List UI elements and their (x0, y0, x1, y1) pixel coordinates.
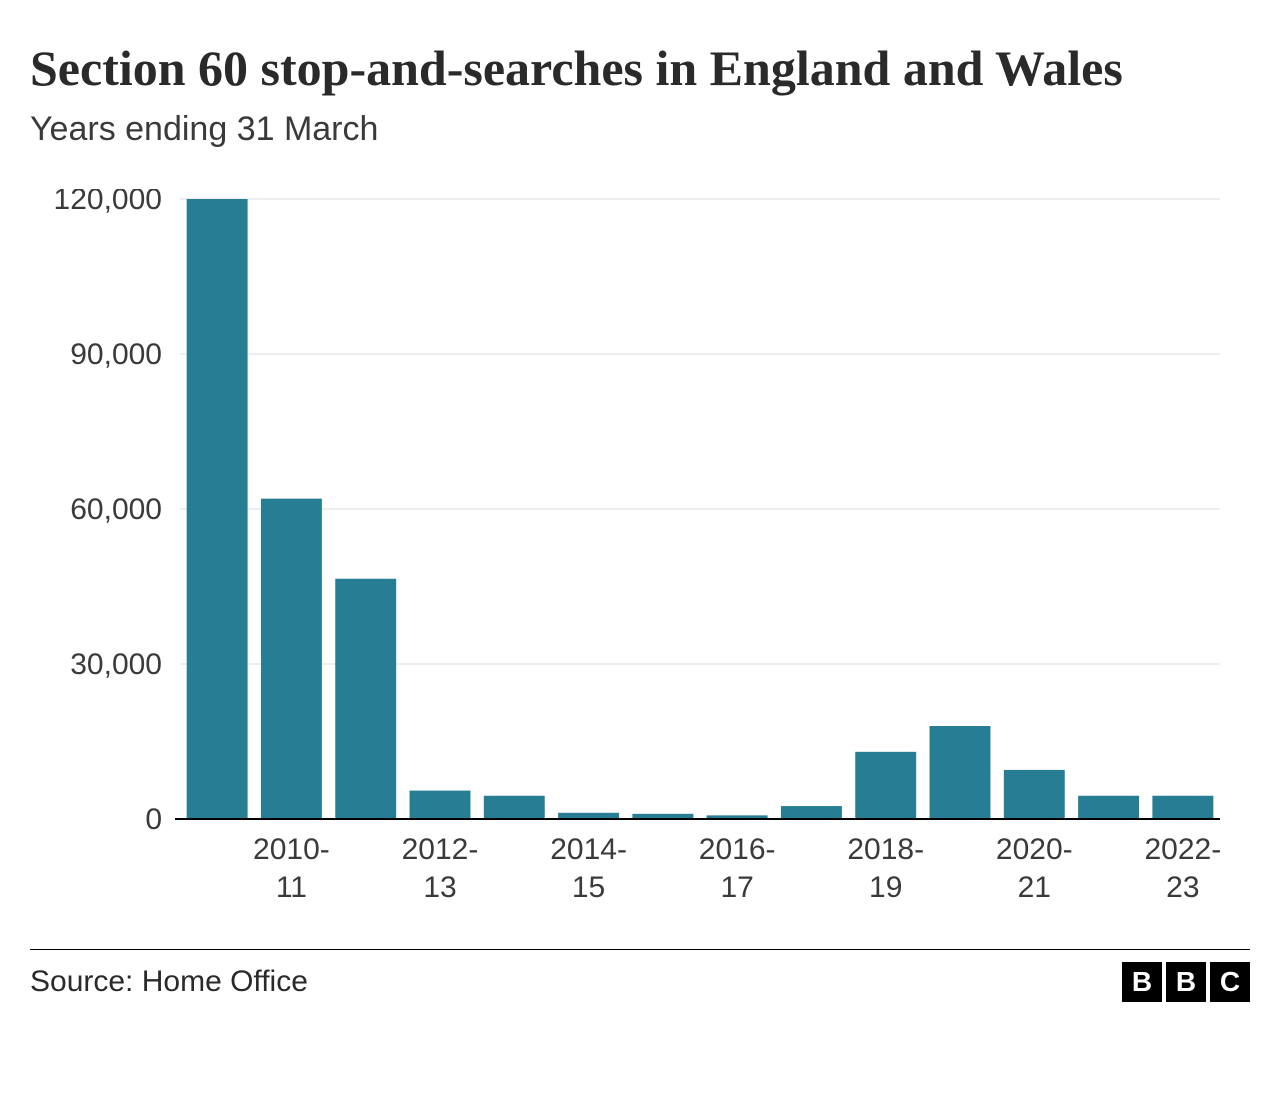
chart-title: Section 60 stop-and-searches in England … (30, 40, 1250, 98)
bar (187, 199, 248, 819)
source-label: Source: Home Office (30, 965, 308, 999)
x-tick-label: 15 (572, 871, 605, 904)
bar (855, 751, 916, 818)
bbc-logo-block: C (1210, 962, 1250, 1002)
x-tick-label: 2022- (1144, 833, 1221, 866)
x-tick-label: 2018- (847, 833, 924, 866)
x-tick-label: 2010- (253, 833, 330, 866)
x-tick-label: 2016- (699, 833, 776, 866)
bbc-logo-block: B (1166, 962, 1206, 1002)
x-tick-label: 2012- (402, 833, 479, 866)
bbc-logo-block: B (1122, 962, 1162, 1002)
chart-subtitle: Years ending 31 March (30, 110, 1250, 149)
bar (930, 726, 991, 819)
x-tick-label: 17 (720, 871, 753, 904)
bar (781, 806, 842, 819)
chart-footer: Source: Home Office BBC (30, 949, 1250, 1002)
bar (261, 498, 322, 818)
x-tick-label: 23 (1166, 871, 1199, 904)
x-tick-label: 19 (869, 871, 902, 904)
bar (335, 578, 396, 818)
y-tick-label: 120,000 (54, 189, 162, 216)
x-tick-label: 21 (1018, 871, 1051, 904)
x-tick-label: 2020- (996, 833, 1073, 866)
x-tick-label: 11 (276, 871, 307, 904)
y-tick-label: 60,000 (70, 493, 162, 526)
y-tick-label: 0 (145, 803, 162, 836)
y-tick-label: 90,000 (70, 338, 162, 371)
chart-area: 0 30,000 60,000 90,000 120,000 2010- 11 2012- 13… (30, 189, 1250, 939)
bar (410, 790, 471, 818)
x-tick-label: 2014- (550, 833, 627, 866)
bar-chart-svg: 0 30,000 60,000 90,000 120,000 2010- 11 2012- 13… (30, 189, 1250, 939)
bar (1078, 795, 1139, 818)
bbc-logo: BBC (1122, 962, 1250, 1002)
bar (484, 795, 545, 818)
x-tick-label: 13 (423, 871, 456, 904)
bar (1152, 795, 1213, 818)
y-tick-label: 30,000 (70, 648, 162, 681)
bar (1004, 769, 1065, 818)
